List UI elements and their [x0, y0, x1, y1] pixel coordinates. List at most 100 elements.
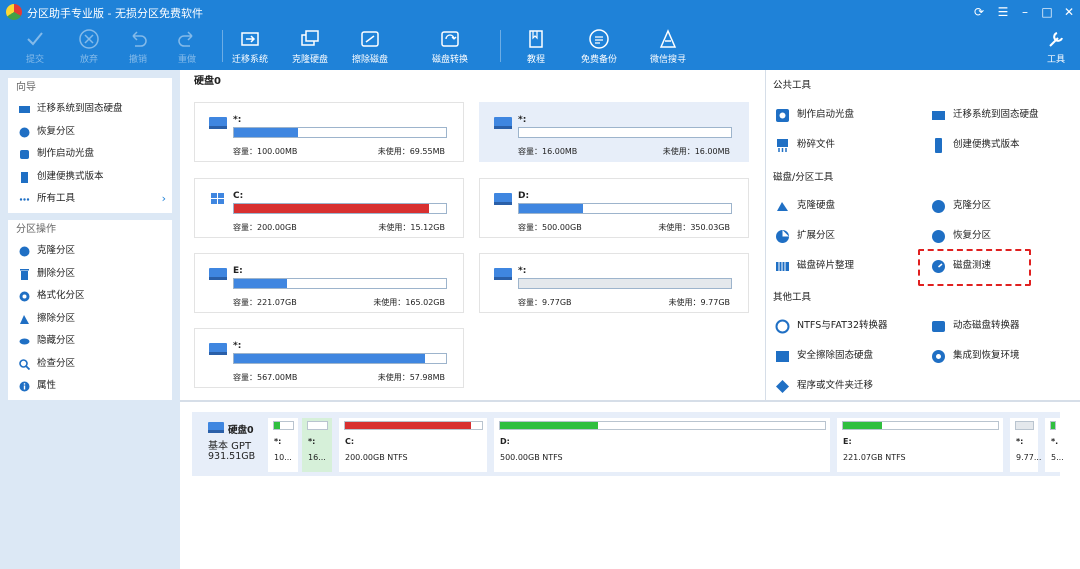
- tool-disk-speed-test[interactable]: 磁盘测速: [929, 256, 991, 276]
- tool-portable[interactable]: 创建便携式版本: [929, 135, 1020, 155]
- sidebar-item-check-partition[interactable]: 检查分区: [8, 353, 172, 376]
- partition-card[interactable]: E: 容量：221.07GB 未使用：165.02GB: [194, 253, 464, 313]
- segment-fill: [274, 422, 280, 429]
- redo-icon: [178, 31, 193, 47]
- disk-map-segment[interactable]: E: 221.07GB NTFS: [837, 418, 1003, 472]
- public-tools-header: 公共工具: [773, 80, 812, 91]
- toolbar-divider: [500, 30, 501, 62]
- disk-map-segment[interactable]: *: 9.77...: [1010, 418, 1041, 472]
- sidebar: 向导 迁移系统到固态硬盘 恢复分区 制作启动光盘 创建便携式版本 所有工具 › 分…: [0, 70, 180, 569]
- capacity-text: 容量：9.77GB: [518, 298, 572, 307]
- capacity-text: 容量：567.00MB: [233, 373, 298, 382]
- menu-icon[interactable]: ☰: [997, 5, 1009, 19]
- redo-button[interactable]: 重做: [155, 26, 219, 68]
- disk-icon: [208, 422, 224, 433]
- segment-fill: [1051, 422, 1055, 429]
- ops-header: 分区操作: [16, 224, 56, 235]
- tool-boot-disc[interactable]: 制作启动光盘: [773, 105, 854, 125]
- tools-button[interactable]: 工具: [1024, 26, 1080, 68]
- disk-convert-button[interactable]: 磁盘转换: [418, 26, 482, 68]
- sidebar-item-portable[interactable]: 创建便携式版本: [8, 166, 172, 189]
- usage-bar: [233, 353, 447, 364]
- migrate-os-button[interactable]: 迁移系统: [218, 26, 282, 68]
- sidebar-item-format-partition[interactable]: 格式化分区: [8, 285, 172, 308]
- undo-button[interactable]: 撤销: [106, 26, 170, 68]
- partition-name: E:: [233, 266, 243, 276]
- partition-card[interactable]: *: 容量：567.00MB 未使用：57.98MB: [194, 328, 464, 388]
- sidebar-item-properties[interactable]: 属性: [8, 375, 172, 398]
- sidebar-item-all-tools[interactable]: 所有工具 ›: [8, 188, 172, 211]
- drive-icon: [209, 117, 227, 129]
- disk-map-row[interactable]: 硬盘0 基本 GPT 931.51GB *: 10... *: 16... C: 200.…: [192, 412, 1064, 476]
- wipe-disk-button[interactable]: 擦除磁盘: [338, 26, 402, 68]
- free-space-text: 未使用：69.55MB: [377, 147, 445, 156]
- tool-app-mover[interactable]: 程序或文件夹迁移: [773, 376, 873, 396]
- disk-map-segment[interactable]: C: 200.00GB NTFS: [339, 418, 487, 472]
- drive-icon: [494, 193, 512, 205]
- free-backup-button[interactable]: 免费备份: [567, 26, 631, 68]
- partition-card[interactable]: D: 容量：500.00GB 未使用：350.03GB: [479, 178, 749, 238]
- info-icon: [19, 381, 30, 392]
- tool-extend-partition[interactable]: 扩展分区: [773, 226, 835, 246]
- tool-migrate-ssd[interactable]: 迁移系统到固态硬盘: [929, 105, 1039, 125]
- tool-dynamic-disk[interactable]: 动态磁盘转换器: [929, 316, 1020, 336]
- partition-card[interactable]: *: 容量：100.00MB 未使用：69.55MB: [194, 102, 464, 162]
- tool-ntfs-fat32[interactable]: NTFS与FAT32转换器: [773, 316, 887, 336]
- migrate-icon: [241, 32, 259, 46]
- disk-label: 硬盘0: [194, 76, 221, 87]
- partition-card[interactable]: *: 容量：16.00MB 未使用：16.00MB: [479, 102, 749, 162]
- capacity-text: 容量：200.00GB: [233, 223, 297, 232]
- sidebar-item-delete-partition[interactable]: 删除分区: [8, 263, 172, 286]
- sidebar-item-migrate-ssd[interactable]: 迁移系统到固态硬盘: [8, 98, 172, 121]
- disk-size: 931.51GB: [208, 451, 256, 462]
- disk-map-segment[interactable]: *: 10...: [268, 418, 298, 472]
- disk-map-segment[interactable]: *. 5...: [1045, 418, 1064, 472]
- other-tools-header: 其他工具: [773, 292, 812, 303]
- free-space-text: 未使用：57.98MB: [377, 373, 445, 382]
- segment-detail: 5...: [1051, 453, 1064, 462]
- segment-name: *:: [308, 437, 316, 446]
- sidebar-item-hide-partition[interactable]: 隐藏分区: [8, 330, 172, 353]
- disk-map-segment[interactable]: *: 16...: [302, 418, 332, 472]
- partition-card[interactable]: *: 容量：9.77GB 未使用：9.77GB: [479, 253, 749, 313]
- search-icon: [19, 358, 30, 370]
- sidebar-item-boot-disc[interactable]: 制作启动光盘: [8, 143, 172, 166]
- tool-recovery-env[interactable]: 集成到恢复环境: [929, 346, 1020, 366]
- clone-disk-button[interactable]: 克隆硬盘: [278, 26, 342, 68]
- wechat-icon: [659, 29, 677, 48]
- defrag-icon: [776, 262, 789, 271]
- trash-icon: [20, 268, 29, 280]
- tool-restore-partition[interactable]: 恢复分区: [929, 226, 991, 246]
- sidebar-item-wipe-partition[interactable]: 擦除分区: [8, 308, 172, 331]
- tool-clone-disk[interactable]: 克隆硬盘: [773, 196, 835, 216]
- sidebar-item-restore-partition[interactable]: 恢复分区: [8, 121, 172, 144]
- segment-detail: 10...: [274, 453, 292, 462]
- segment-detail: 200.00GB NTFS: [345, 453, 408, 462]
- segment-detail: 500.00GB NTFS: [500, 453, 563, 462]
- disk-info: 硬盘0 基本 GPT 931.51GB: [208, 420, 278, 470]
- partition-ops-panel: 分区操作 克隆分区 删除分区 格式化分区 擦除分区 隐藏分区 检查分区 属性: [8, 220, 172, 400]
- drive-icon: [494, 268, 512, 280]
- tool-clone-partition[interactable]: 克隆分区: [929, 196, 991, 216]
- segment-name: C:: [345, 437, 355, 446]
- minimize-button[interactable]: –: [1022, 5, 1028, 19]
- discard-button[interactable]: 放弃: [57, 26, 121, 68]
- tool-shred-files[interactable]: 粉碎文件: [773, 135, 835, 155]
- usage-fill: [519, 279, 731, 288]
- tool-secure-erase-ssd[interactable]: 安全擦除固态硬盘: [773, 346, 873, 366]
- free-space-text: 未使用：16.00MB: [662, 147, 730, 156]
- wechat-search-button[interactable]: 微信搜寻: [636, 26, 700, 68]
- maximize-button[interactable]: □: [1041, 5, 1053, 19]
- tool-defrag[interactable]: 磁盘碎片整理: [773, 256, 854, 276]
- commit-button[interactable]: 提交: [3, 26, 67, 68]
- usage-fill: [234, 279, 287, 288]
- disk-map-segment[interactable]: D: 500.00GB NTFS: [494, 418, 830, 472]
- segment-name: D:: [500, 437, 510, 446]
- close-button[interactable]: ✕: [1063, 5, 1075, 19]
- refresh-icon[interactable]: ⟳: [973, 5, 985, 19]
- check-icon: [27, 32, 43, 46]
- tutorial-button[interactable]: 教程: [504, 26, 568, 68]
- sidebar-item-clone-partition[interactable]: 克隆分区: [8, 240, 172, 263]
- partition-card[interactable]: C: 容量：200.00GB 未使用：15.12GB: [194, 178, 464, 238]
